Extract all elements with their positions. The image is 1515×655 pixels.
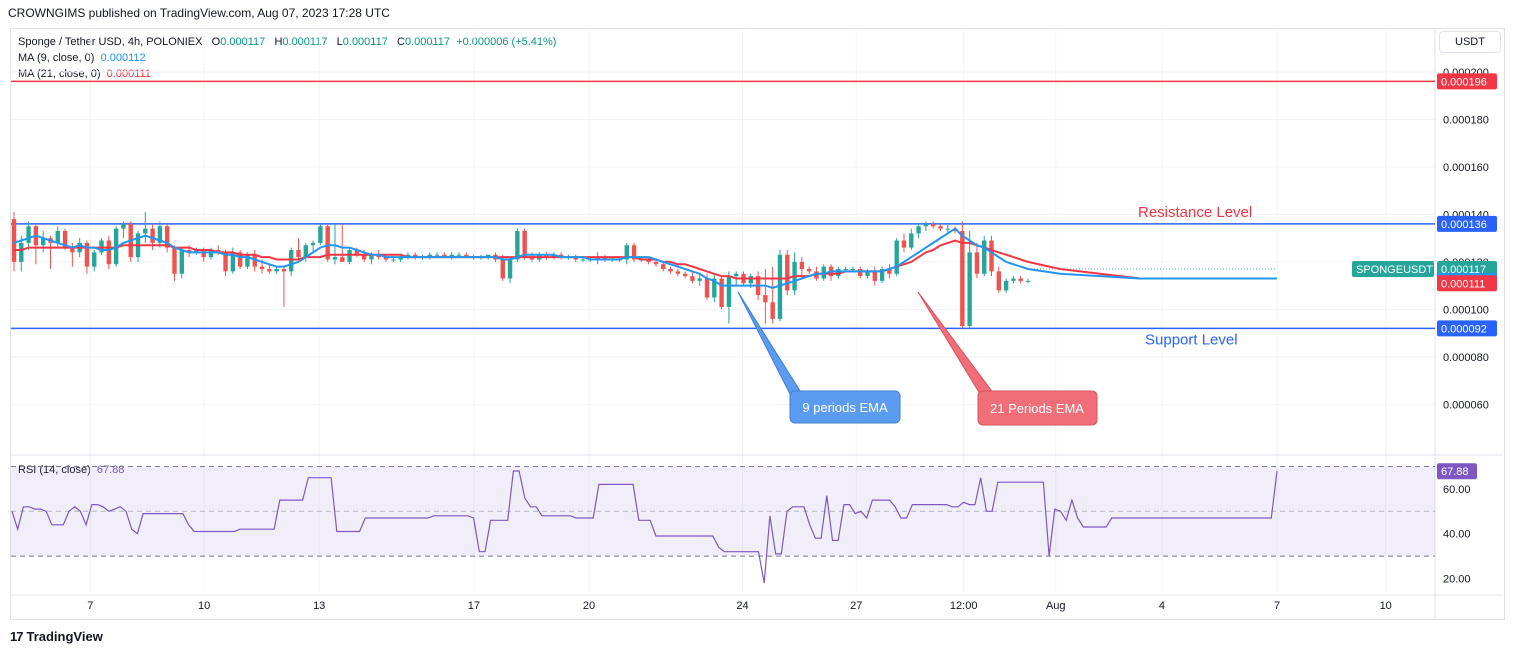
ma21-legend[interactable]: MA (21, close, 0) 0.000111 <box>18 68 151 80</box>
currency-selector[interactable]: USDT <box>1439 31 1501 53</box>
rsi-value: 67.88 <box>96 464 125 476</box>
open-label: O <box>211 36 221 48</box>
rsi-legend[interactable]: RSI (14, close) 67.88 <box>18 464 124 476</box>
rsi-label: RSI (14, close) <box>18 464 91 476</box>
ma9-legend[interactable]: MA (9, close, 0) 0.000112 <box>18 52 146 64</box>
high-label: H <box>274 36 283 48</box>
high-value: 0.000117 <box>282 36 328 48</box>
close-value: 0.000117 <box>404 36 451 48</box>
ma21-label: MA (21, close, 0) <box>18 68 101 80</box>
publisher-credit: CROWNGIMS published on TradingView.com, … <box>8 6 390 20</box>
ma9-value: 0.000112 <box>100 52 146 64</box>
tradingview-logo[interactable]: 17 TradingView <box>10 629 103 644</box>
low-label: L <box>336 36 343 48</box>
close-label: C <box>397 36 405 48</box>
open-value: 0.000117 <box>220 36 266 48</box>
tradingview-brand: TradingView <box>26 629 103 644</box>
ma21-value: 0.000111 <box>106 68 151 80</box>
change-value: +0.000006 (+5.41%) <box>456 36 557 48</box>
symbol-title[interactable]: Sponge / Tether USD, 4h, POLONIEX <box>18 36 203 48</box>
symbol-legend: Sponge / Tether USD, 4h, POLONIEX O0.000… <box>18 36 556 48</box>
chart-frame <box>10 28 1505 620</box>
ma9-label: MA (9, close, 0) <box>18 52 95 64</box>
tradingview-mark-icon: 17 <box>10 629 24 644</box>
low-value: 0.000117 <box>342 36 388 48</box>
